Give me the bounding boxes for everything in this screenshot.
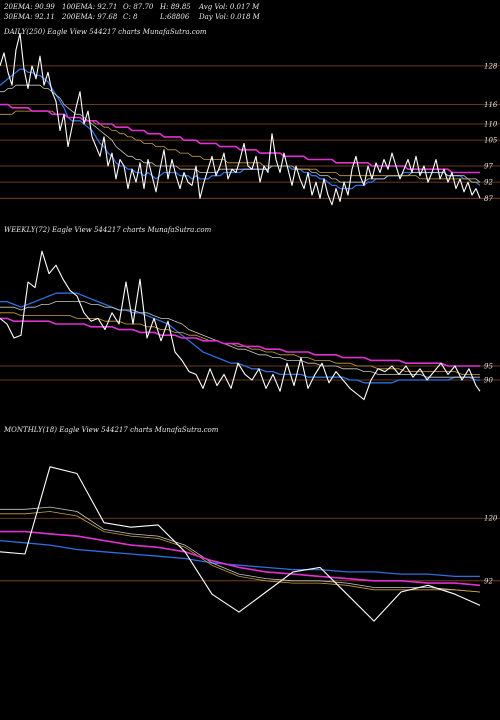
daily-series-price — [0, 32, 481, 206]
daily-tick-label-116: 116 — [484, 101, 498, 109]
weekly-series-price — [0, 250, 481, 401]
stat-ema20: 20EMA: 90.99 — [3, 3, 55, 11]
weekly-series-ema-30 — [0, 301, 480, 378]
daily-tick-label-97: 97 — [484, 163, 493, 171]
weekly-tick-label-90: 90 — [484, 377, 493, 385]
daily-series-ema-200 — [0, 103, 480, 174]
monthly-series-ema-30 — [0, 506, 481, 593]
monthly-series-ema-100 — [0, 511, 481, 593]
monthly-chart-panel: 120 92 — [0, 466, 500, 622]
monthly-series-price — [0, 466, 481, 622]
daily-chart-panel: 128 116 110 105 97 92 87 — [0, 32, 500, 206]
daily-tick-label-105: 105 — [484, 137, 498, 145]
stat-ema100: 100EMA: 92.71 — [62, 3, 117, 11]
stat-avg-vol: Avg Vol: 0.017 M — [198, 3, 260, 11]
stat-ema200: 200EMA: 97.68 — [61, 13, 118, 21]
daily-tick-label-128: 128 — [484, 62, 498, 70]
weekly-tick-label-95: 95 — [484, 363, 493, 371]
monthly-panel-title: MONTHLY(18) Eagle View 544217 charts Mun… — [3, 426, 219, 434]
monthly-series-ema-20 — [0, 539, 480, 578]
weekly-panel-title: WEEKLY(72) Eagle View 544217 charts Muna… — [4, 226, 212, 234]
daily-panel-title: DAILY(250) Eagle View 544217 charts Muna… — [3, 28, 207, 36]
monthly-tick-label-92: 92 — [484, 577, 493, 585]
daily-tick-label-92: 92 — [484, 179, 493, 187]
header-stats: 20EMA: 90.99 100EMA: 92.71 O: 87.70 H: 8… — [3, 3, 261, 21]
monthly-tick-label-120: 120 — [484, 515, 498, 523]
stat-low: L:68806 — [159, 13, 190, 21]
weekly-series-ema-20 — [0, 292, 480, 384]
stat-high: H: 89.85 — [159, 3, 191, 11]
daily-tick-label-110: 110 — [484, 121, 498, 129]
stat-ema30: 30EMA: 92.11 — [4, 13, 55, 21]
weekly-series-ema-200 — [0, 317, 480, 367]
stat-close: C: 8 — [123, 13, 138, 21]
weekly-chart-panel: 95 90 — [0, 250, 500, 401]
daily-tick-label-87: 87 — [484, 195, 493, 203]
stat-day-vol: Day Vol: 0.018 M — [198, 13, 261, 21]
monthly-series-ema-200 — [0, 530, 481, 587]
stat-open: O: 87.70 — [123, 3, 154, 11]
